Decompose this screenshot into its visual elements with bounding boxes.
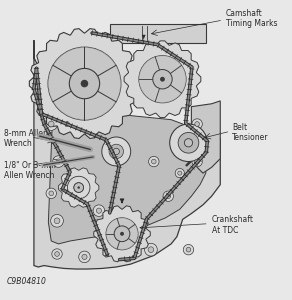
Circle shape xyxy=(74,183,84,192)
Text: 1/8" Or 3-mm
Allen Wrench: 1/8" Or 3-mm Allen Wrench xyxy=(4,160,55,180)
Circle shape xyxy=(79,251,90,263)
Circle shape xyxy=(178,171,182,175)
Circle shape xyxy=(195,159,199,164)
Polygon shape xyxy=(191,101,220,173)
Circle shape xyxy=(65,122,69,126)
Circle shape xyxy=(48,121,54,127)
Polygon shape xyxy=(139,57,159,79)
Circle shape xyxy=(77,186,80,189)
Polygon shape xyxy=(128,224,138,243)
Circle shape xyxy=(114,226,130,242)
Circle shape xyxy=(153,70,172,89)
Polygon shape xyxy=(84,47,116,76)
Polygon shape xyxy=(53,47,84,76)
Circle shape xyxy=(184,139,193,147)
Circle shape xyxy=(192,119,202,129)
Polygon shape xyxy=(48,65,71,102)
Polygon shape xyxy=(34,40,220,269)
Text: Camshaft
Timing Marks: Camshaft Timing Marks xyxy=(226,9,277,28)
Polygon shape xyxy=(98,65,121,102)
Circle shape xyxy=(175,169,185,178)
Polygon shape xyxy=(94,206,150,262)
Polygon shape xyxy=(29,28,140,139)
Polygon shape xyxy=(53,91,84,120)
Polygon shape xyxy=(155,56,182,74)
Circle shape xyxy=(81,80,88,87)
Circle shape xyxy=(49,191,54,196)
Circle shape xyxy=(54,218,60,224)
Circle shape xyxy=(145,243,157,256)
Circle shape xyxy=(113,148,119,154)
Circle shape xyxy=(106,218,138,250)
Circle shape xyxy=(45,118,58,130)
Circle shape xyxy=(67,176,90,199)
Circle shape xyxy=(48,47,121,120)
Circle shape xyxy=(109,144,124,159)
Bar xyxy=(110,24,206,43)
Circle shape xyxy=(183,244,194,255)
Polygon shape xyxy=(59,168,99,207)
Circle shape xyxy=(192,156,202,167)
Circle shape xyxy=(69,68,100,99)
Circle shape xyxy=(166,194,171,199)
Circle shape xyxy=(46,188,56,199)
Circle shape xyxy=(82,254,87,260)
Polygon shape xyxy=(124,41,201,118)
Text: 8-mm Allen
Wrench: 8-mm Allen Wrench xyxy=(4,129,48,148)
Polygon shape xyxy=(84,91,116,120)
Polygon shape xyxy=(155,85,182,103)
Circle shape xyxy=(53,156,64,167)
Circle shape xyxy=(51,214,63,227)
Circle shape xyxy=(93,205,105,216)
Polygon shape xyxy=(170,65,186,93)
Circle shape xyxy=(74,183,84,192)
Circle shape xyxy=(163,191,173,201)
Circle shape xyxy=(148,247,154,253)
Polygon shape xyxy=(106,234,120,249)
Circle shape xyxy=(160,77,165,82)
Circle shape xyxy=(152,159,156,164)
Circle shape xyxy=(139,56,186,103)
Polygon shape xyxy=(48,110,206,244)
Circle shape xyxy=(56,159,61,164)
Circle shape xyxy=(55,252,59,256)
Circle shape xyxy=(170,124,207,162)
Circle shape xyxy=(178,132,199,153)
Polygon shape xyxy=(117,238,135,250)
Text: C9B04810: C9B04810 xyxy=(6,277,46,286)
Polygon shape xyxy=(106,219,120,234)
Polygon shape xyxy=(117,218,135,229)
Circle shape xyxy=(52,249,62,259)
Circle shape xyxy=(120,232,124,236)
Circle shape xyxy=(186,247,191,252)
Text: Crankshaft
At TDC: Crankshaft At TDC xyxy=(212,215,253,235)
Text: Belt
Tensioner: Belt Tensioner xyxy=(232,123,268,142)
Circle shape xyxy=(195,122,199,126)
Circle shape xyxy=(149,156,159,167)
Circle shape xyxy=(102,137,131,166)
Circle shape xyxy=(96,208,102,213)
Circle shape xyxy=(62,119,72,129)
Polygon shape xyxy=(139,79,159,102)
